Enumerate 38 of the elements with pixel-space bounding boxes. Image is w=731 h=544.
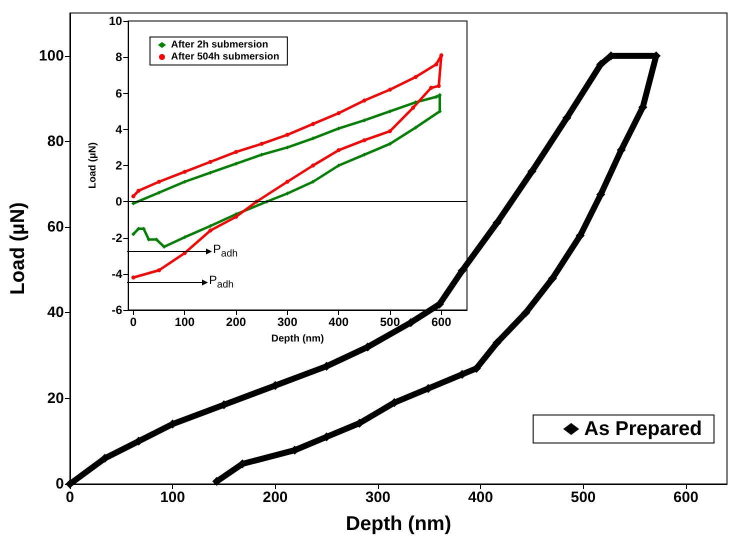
y-tick-label: 10 (108, 14, 123, 28)
x-tick-label: 100 (160, 489, 186, 506)
y-tick-label: 2 (116, 158, 123, 172)
x-tick-label: 500 (570, 489, 596, 506)
x-tick-label: 300 (277, 315, 298, 329)
y-tick-label: 100 (38, 47, 64, 64)
x-tick-label: 600 (673, 489, 698, 506)
x-tick-label: 200 (226, 315, 246, 329)
y-tick-label: 0 (56, 476, 64, 492)
y-tick-label: 80 (47, 132, 64, 150)
x-tick-label: 100 (174, 315, 196, 329)
x-tick-label: 200 (262, 489, 288, 506)
y-axis-title: Load (µN) (7, 202, 29, 295)
legend-label: After 504h submersion (171, 52, 280, 62)
x-tick-label: 500 (380, 315, 400, 329)
annotation: P$_{adh}$ (209, 273, 234, 292)
x-tick-label: 0 (66, 489, 74, 506)
y-tick-label: 6 (116, 86, 123, 100)
y-tick-label: 20 (47, 390, 64, 407)
y-tick-label: 40 (47, 304, 64, 322)
x-tick-label: 0 (130, 315, 138, 329)
y-axis-title: Load (µN) (88, 142, 98, 189)
y-tick-label: 8 (116, 50, 123, 64)
x-axis-title: Depth (nm) (346, 513, 452, 535)
y-tick-label: -6 (112, 303, 123, 317)
y-tick-label: -2 (112, 230, 123, 245)
annotation: P$_{adh}$ (213, 242, 238, 262)
y-tick-label: 60 (47, 218, 64, 236)
x-tick-label: 400 (328, 315, 350, 329)
x-tick-label: 600 (431, 315, 452, 329)
legend-label: As Prepared (584, 418, 702, 440)
y-tick-label: 4 (116, 122, 123, 136)
y-tick-label: -4 (112, 266, 123, 281)
x-tick-label: 400 (468, 489, 494, 506)
y-tick-label: 0 (116, 194, 123, 209)
legend-label: After 2h submersion (171, 40, 268, 50)
x-tick-label: 300 (365, 489, 390, 506)
x-axis-title: Depth (nm) (271, 334, 324, 344)
